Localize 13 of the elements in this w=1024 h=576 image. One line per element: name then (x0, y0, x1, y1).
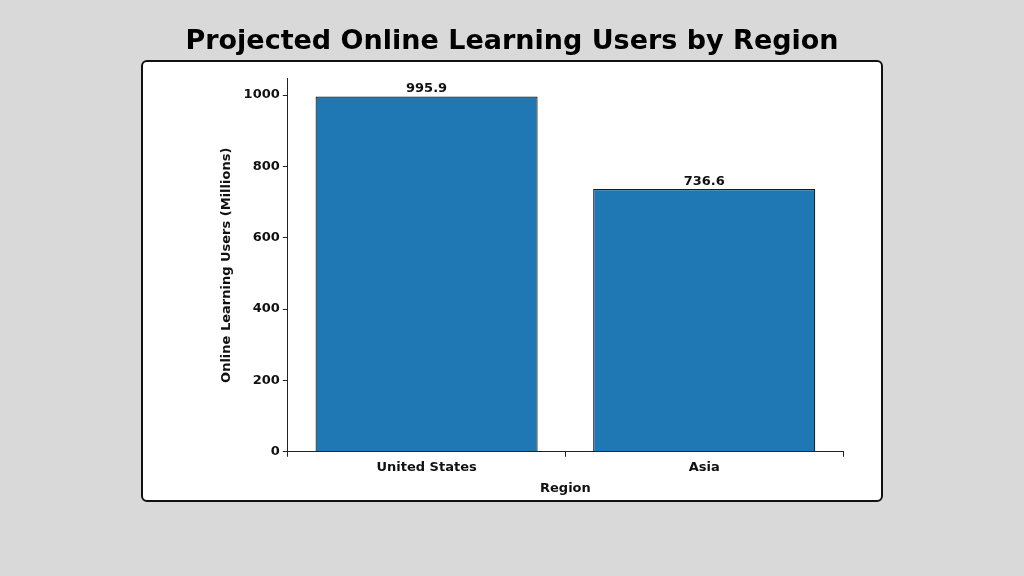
chart-title: Projected Online Learning Users by Region (184, 24, 840, 55)
y-axis-title: Online Learning Users (Millions) (218, 147, 234, 383)
y-tick-label: 400 (252, 300, 280, 316)
y-tick-label: 1000 (243, 86, 280, 102)
x-tick-label: United States (376, 458, 477, 474)
x-axis-title: Region (540, 479, 591, 495)
y-tick-label: 600 (252, 229, 280, 245)
x-tick-label: Asia (688, 458, 720, 474)
y-tick-label: 200 (252, 371, 280, 387)
y-tick-label: 800 (252, 157, 280, 173)
data-label: 736.6 (683, 172, 725, 188)
data-label: 995.9 (406, 80, 448, 96)
y-tick-label: 0 (270, 443, 280, 459)
